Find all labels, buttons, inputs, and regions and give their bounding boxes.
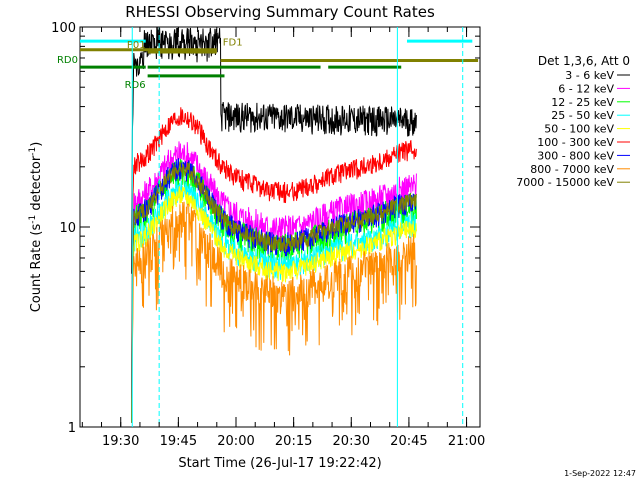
y-tick-label: 10 — [59, 221, 76, 236]
series-line — [131, 161, 417, 423]
vline-layer — [131, 27, 464, 427]
flag-label: RD0 — [57, 55, 78, 66]
legend-label: 7000 - 15000 keV — [516, 176, 614, 189]
flag-label: RD6 — [125, 80, 146, 91]
legend-label: 100 - 300 keV — [537, 136, 614, 149]
y-axis-label-sup1: -1 — [28, 215, 38, 224]
series-line — [131, 107, 417, 399]
y-tick-label: 1 — [68, 421, 76, 436]
legend-title: Det 1,3,6, Att 0 — [538, 54, 630, 68]
legend-label: 3 - 6 keV — [565, 69, 614, 82]
series-line — [131, 201, 417, 423]
data-layer — [131, 27, 417, 423]
legend-label: 300 - 800 keV — [537, 149, 614, 162]
x-tick-label: 20:45 — [390, 434, 427, 449]
legend-label: 25 - 50 keV — [551, 109, 614, 122]
legend-label: 6 - 12 keV — [558, 82, 614, 95]
series-line — [131, 141, 417, 423]
flag-label: FD1 — [223, 38, 243, 49]
series-line — [131, 180, 417, 423]
x-tick-label: 21:00 — [448, 434, 485, 449]
axis-layer: 1 10 100 19:30 19:45 20:00 20:15 20:30 20:45 21:0… — [51, 21, 485, 449]
y-axis-label-main: Count Rate (s — [29, 224, 44, 313]
flag-layer: FD1 P01 RD0 RD6 — [57, 38, 479, 91]
x-tick-label: 20:00 — [217, 434, 254, 449]
x-axis-label: Start Time (26-Jul-17 19:22:42) — [178, 456, 381, 471]
x-tick-label: 19:30 — [102, 434, 139, 449]
y-axis-label-end: ) — [29, 142, 44, 147]
flag-label: P01 — [127, 40, 146, 51]
y-tick-label: 100 — [51, 21, 76, 36]
y-axis-label-mid: detector — [29, 155, 44, 215]
series-line — [131, 27, 417, 274]
legend-label: 800 - 7000 keV — [530, 163, 614, 176]
legend-label: 50 - 100 keV — [544, 123, 614, 136]
x-tick-label: 20:15 — [275, 434, 312, 449]
x-tick-label: 20:30 — [333, 434, 370, 449]
chart-title: RHESSI Observing Summary Count Rates — [125, 3, 435, 21]
legend-label: 12 - 25 keV — [551, 96, 614, 109]
x-tick-label: 19:45 — [160, 434, 197, 449]
y-axis-label: Count Rate (s-1 detector-1) — [28, 142, 44, 313]
y-axis-label-sup2: -1 — [28, 147, 38, 156]
footer-timestamp: 1-Sep-2022 12:47 — [564, 469, 636, 478]
